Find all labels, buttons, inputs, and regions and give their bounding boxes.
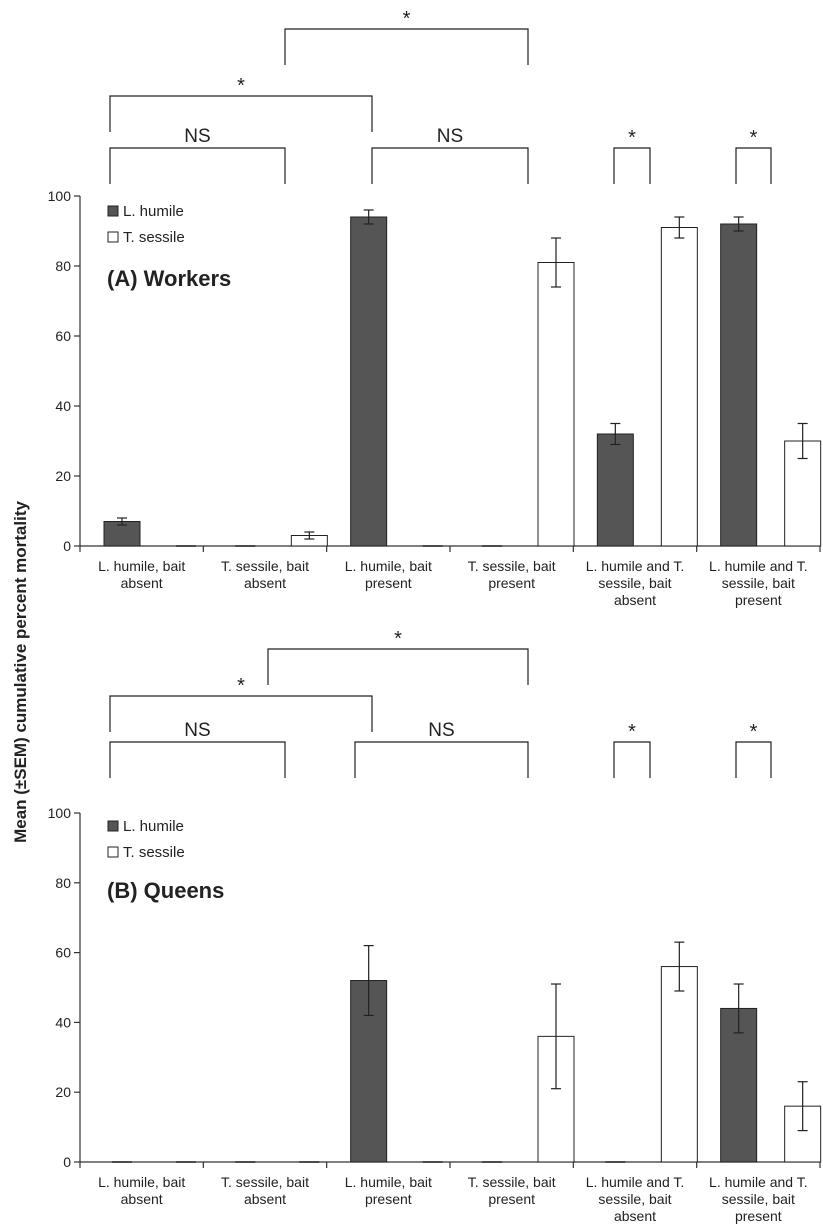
x-tick-label: L. humile and T. sessile, bait present (709, 558, 808, 608)
y-tick-label: 40 (55, 398, 71, 414)
legend-swatch (107, 231, 119, 243)
significance-bracket (109, 741, 286, 778)
significance-label: NS (184, 720, 210, 741)
significance-label: * (237, 75, 245, 97)
significance-label: * (403, 8, 411, 30)
bar (350, 216, 388, 547)
significance-label: NS (428, 720, 454, 741)
legend-swatch (107, 846, 119, 858)
significance-label: * (750, 127, 758, 149)
significance-label: NS (437, 126, 463, 147)
y-tick-label: 100 (48, 188, 72, 204)
significance-bracket (613, 147, 651, 184)
panel-queens: 0 20 40 60 80 100 L. humile, bait absent T. sess… (48, 628, 822, 1224)
y-axis-label: Mean (±SEM) cumulative percent mortality (11, 501, 30, 843)
x-tick-label: T. sessile, bait absent (221, 558, 309, 591)
significance-label: * (628, 127, 636, 149)
significance-bracket (354, 741, 529, 778)
panel-title: (A) Workers (107, 266, 231, 291)
legend-label: L. humile (123, 203, 184, 220)
bar (720, 223, 758, 547)
significance-bracket (109, 695, 373, 732)
x-tick-label: T. sessile, bait absent (221, 1174, 309, 1207)
y-tick-label: 40 (55, 1014, 71, 1030)
legend-swatch (107, 820, 119, 832)
legend-label: T. sessile (123, 229, 185, 246)
significance-bracket (109, 95, 373, 132)
legend-swatch (107, 205, 119, 217)
bar (660, 227, 698, 547)
x-tick-label: L. humile, bait absent (98, 1174, 185, 1207)
y-tick-label: 20 (55, 1084, 71, 1100)
significance-label: * (628, 721, 636, 743)
legend-label: L. humile (123, 818, 184, 835)
x-tick-label: L. humile and T. sessile, bait absent (586, 1174, 685, 1224)
x-tick-label: L. humile, bait absent (98, 558, 185, 591)
y-tick-label: 0 (63, 1154, 71, 1170)
x-tick-label: L. humile, bait present (345, 558, 432, 591)
bar (596, 433, 634, 547)
significance-bracket (371, 147, 529, 184)
significance-label: * (394, 628, 402, 650)
x-tick-label: L. humile and T. sessile, bait absent (586, 558, 685, 608)
y-tick-label: 80 (55, 258, 71, 274)
legend-label: T. sessile (123, 844, 185, 861)
significance-bracket (735, 741, 772, 778)
x-tick-label: L. humile, bait present (345, 1174, 432, 1207)
panel-workers: 0 20 40 60 80 100 L. humile, bait absent T. sess… (48, 8, 822, 608)
significance-label: * (750, 721, 758, 743)
significance-bracket (267, 648, 529, 685)
x-tick-label: T. sessile, bait present (468, 558, 556, 591)
y-tick-label: 60 (55, 328, 71, 344)
significance-bracket (284, 28, 529, 65)
y-tick-label: 100 (48, 805, 72, 821)
bar (537, 262, 575, 547)
significance-label: NS (184, 126, 210, 147)
significance-bracket (109, 147, 286, 184)
x-tick-label: L. humile and T. sessile, bait present (709, 1174, 808, 1224)
panel-title: (B) Queens (107, 878, 224, 903)
significance-bracket (613, 741, 651, 778)
y-tick-label: 20 (55, 468, 71, 484)
y-tick-label: 0 (63, 538, 71, 554)
bar (660, 966, 698, 1163)
x-tick-label: T. sessile, bait present (468, 1174, 556, 1207)
y-tick-label: 60 (55, 945, 71, 961)
significance-bracket (735, 147, 772, 184)
significance-label: * (237, 675, 245, 697)
y-tick-label: 80 (55, 875, 71, 891)
